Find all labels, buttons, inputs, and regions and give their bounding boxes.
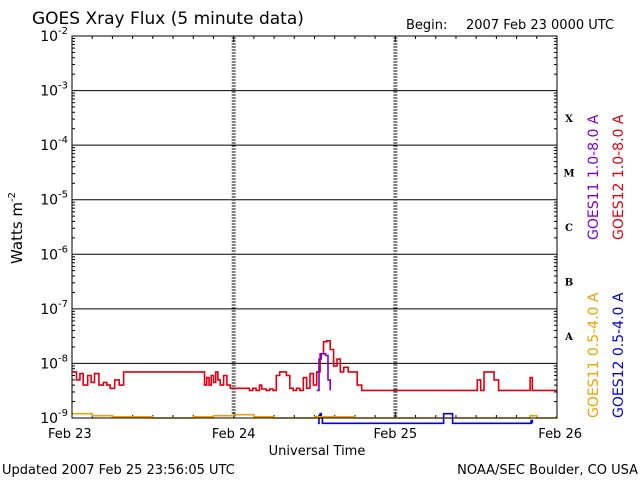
legend-entry: GOES12 1.0-8.0 A [611, 114, 627, 240]
series-layer [72, 340, 558, 425]
flare-class-label: A [564, 332, 573, 343]
y-tick-label: 10-2 [40, 26, 68, 45]
x-tick-labels: Feb 23 Feb 24 Feb 25 Feb 26 [48, 427, 582, 442]
y-tick-exp: -3 [58, 81, 68, 92]
y-tick-exp: -6 [58, 244, 68, 255]
flare-class-label: B [565, 278, 573, 289]
y-tick-base: 10 [40, 29, 58, 45]
y-tick-label: 10-9 [40, 408, 68, 427]
y-tick-labels: 10-210-310-410-510-610-710-810-9 [40, 26, 68, 427]
y-tick-label: 10-4 [40, 135, 68, 154]
flare-class-labels: X M C B A [563, 114, 574, 343]
legend: GOES11 1.0-8.0 A GOES12 1.0-8.0 A GOES11 0… [586, 114, 627, 418]
updated-text: Updated 2007 Feb 25 23:56:05 UTC [2, 463, 235, 478]
legend-entry: GOES12 0.5-4.0 A [611, 292, 627, 418]
flare-class-label: C [565, 223, 573, 234]
series-line [72, 340, 557, 392]
x-tick-label: Feb 24 [212, 427, 256, 442]
y-axis-label-text: Watts m [8, 202, 26, 264]
flare-class-label: M [563, 168, 574, 179]
y-tick-exp: -7 [58, 299, 68, 310]
begin-label: Begin: [406, 18, 447, 33]
y-tick-base: 10 [40, 247, 58, 263]
y-tick-base: 10 [40, 84, 58, 100]
chart-title: GOES Xray Flux (5 minute data) [32, 9, 304, 29]
y-tick-label: 10-8 [40, 353, 68, 372]
y-tick-exp: -9 [58, 408, 68, 419]
series-line [316, 353, 331, 392]
y-tick-label: 10-3 [40, 81, 68, 100]
y-tick-label: 10-6 [40, 244, 68, 263]
y-tick-exp: -5 [58, 190, 68, 201]
y-axis-label: Watts m-2 [7, 192, 26, 264]
y-tick-label: 10-7 [40, 299, 68, 318]
y-tick-exp: -4 [58, 135, 68, 146]
y-tick-base: 10 [40, 411, 58, 427]
x-tick-label: Feb 23 [48, 427, 92, 442]
begin-value: 2007 Feb 23 0000 UTC [466, 18, 614, 33]
grid-layer [71, 36, 558, 418]
y-tick-base: 10 [40, 138, 58, 154]
x-axis-label: Universal Time [269, 444, 366, 459]
legend-entry: GOES11 0.5-4.0 A [586, 292, 602, 418]
credit-text: NOAA/SEC Boulder, CO USA [457, 463, 638, 478]
y-tick-base: 10 [40, 356, 58, 372]
y-tick-label: 10-5 [40, 190, 68, 209]
y-axis-label-exp: -2 [7, 192, 18, 202]
plot-frame [71, 35, 558, 419]
y-tick-base: 10 [40, 302, 58, 318]
x-tick-label: Feb 25 [373, 427, 417, 442]
y-tick-base: 10 [40, 193, 58, 209]
flare-class-label: X [565, 114, 573, 125]
y-tick-exp: -8 [58, 353, 68, 364]
y-tick-exp: -2 [58, 26, 68, 37]
x-tick-label: Feb 26 [538, 427, 582, 442]
legend-entry: GOES11 1.0-8.0 A [586, 114, 602, 240]
